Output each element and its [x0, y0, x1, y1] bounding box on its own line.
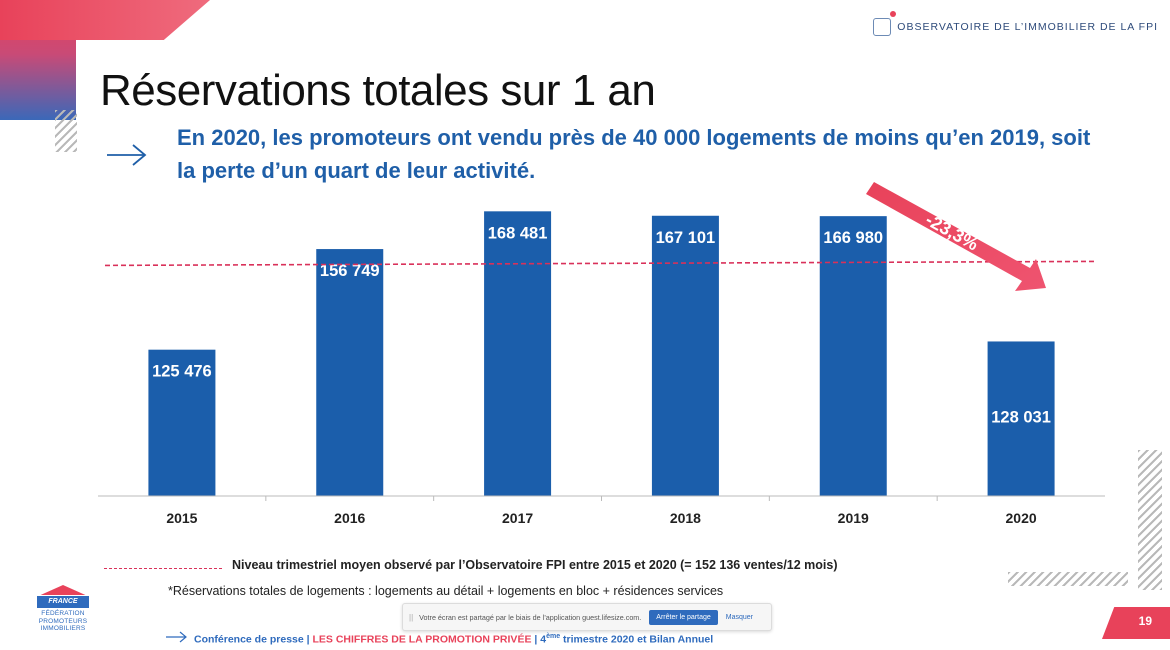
page-number: 19	[1138, 614, 1152, 628]
arrow-right-icon	[107, 144, 147, 166]
page-number-tab	[1102, 607, 1170, 639]
footer-part-1: Conférence de presse |	[194, 633, 313, 646]
screen-share-bar: || Votre écran est partagé par le biais …	[402, 603, 772, 631]
share-message: Votre écran est partagé par le biais de …	[419, 612, 642, 622]
fpi-roof-icon	[40, 585, 86, 595]
footnote: *Réservations totales de logements : log…	[168, 584, 724, 598]
drag-handle[interactable]: ||	[409, 612, 414, 622]
fpi-flag: FRANCE	[37, 596, 89, 608]
bar-2020	[987, 341, 1055, 496]
footer-sup: ème	[546, 633, 561, 640]
data-label-2019: 166 980	[823, 229, 883, 247]
x-tick-label-2018: 2018	[670, 510, 701, 526]
legend-text: Niveau trimestriel moyen observé par l’O…	[232, 558, 838, 572]
fpi-line-1: FÉDÉRATION	[41, 610, 85, 617]
footer-part-2: LES CHIFFRES DE LA PROMOTION PRIVÉE	[312, 633, 532, 646]
x-tick-label-2015: 2015	[166, 510, 197, 526]
reference-line	[104, 260, 1097, 267]
decline-annotation: -23,3%	[922, 209, 982, 254]
fpi-line-3: IMMOBILIERS	[40, 625, 86, 632]
footer-part-3: | 4	[531, 633, 547, 646]
observatoire-logo-icon	[873, 11, 897, 36]
data-label-2016: 156 749	[320, 262, 380, 280]
hide-link[interactable]: Masquer	[725, 613, 754, 621]
x-tick-label-2017: 2017	[502, 510, 533, 526]
bar-2019	[819, 216, 887, 496]
fpi-line-2: PROMOTEURS	[38, 617, 88, 625]
page-title: Réservations totales sur 1 an	[100, 66, 656, 115]
fpi-name: FÉDÉRATION PROMOTEURS IMMOBILIERS	[32, 610, 94, 633]
hatch-decoration-top-left	[55, 110, 77, 152]
subtitle: En 2020, les promoteurs ont vendu près d…	[177, 125, 1091, 183]
bar-2015	[148, 349, 216, 496]
bar-2016	[316, 249, 384, 496]
stop-sharing-button[interactable]: Arrêter le partage	[649, 609, 718, 625]
fpi-logo: FRANCE FÉDÉRATION PROMOTEURS IMMOBILIERS	[32, 585, 94, 633]
footer: Conférence de presse | LES CHIFFRES DE L…	[194, 633, 713, 646]
data-label-2017: 168 481	[488, 224, 548, 242]
footer-arrow-icon	[166, 631, 187, 643]
data-label-2015: 125 476	[152, 363, 212, 381]
x-tick-label-2016: 2016	[334, 510, 365, 526]
logo-text: OBSERVATOIRE DE L’IMMOBILIER DE LA FPI	[897, 21, 1158, 33]
bar-2018	[651, 215, 719, 496]
x-tick-label-2019: 2019	[838, 510, 869, 526]
legend-dashed-line	[104, 568, 222, 569]
hatch-decoration-right	[1138, 450, 1162, 590]
bar-2017	[484, 211, 552, 496]
x-tick-label-2020: 2020	[1006, 510, 1037, 526]
data-label-2018: 167 101	[656, 229, 716, 247]
data-label-2020: 128 031	[991, 409, 1051, 427]
footer-part-4: trimestre 2020 et Bilan Annuel	[560, 633, 714, 646]
observatoire-logo: OBSERVATOIRE DE L’IMMOBILIER DE LA FPI	[873, 11, 1158, 36]
decline-arrow-icon	[866, 182, 1046, 291]
hatch-decoration-bottom-right	[1008, 572, 1128, 586]
